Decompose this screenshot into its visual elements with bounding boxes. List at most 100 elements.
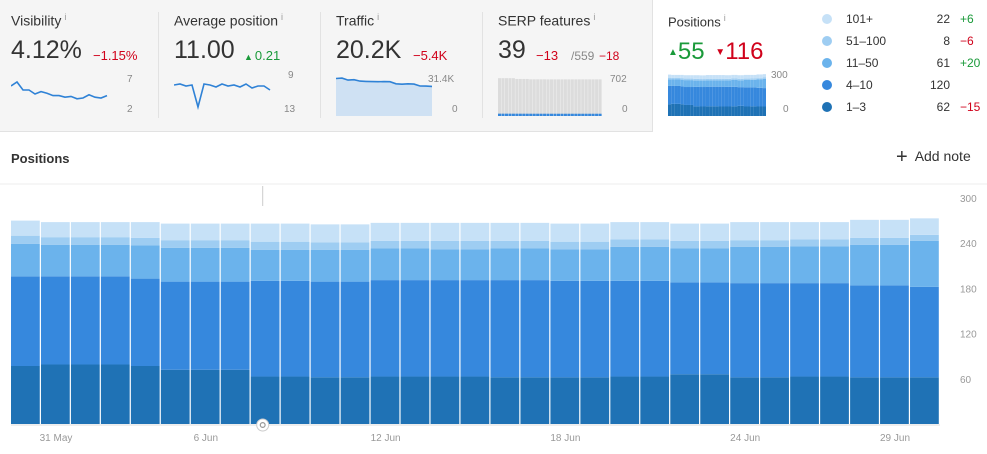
bar-segment[interactable] [280, 223, 310, 242]
bar-segment[interactable] [640, 239, 670, 247]
bar-segment[interactable] [820, 376, 849, 424]
info-icon[interactable]: i [64, 12, 67, 22]
bar-segment[interactable] [640, 280, 670, 377]
bar-segment[interactable] [340, 224, 370, 243]
info-icon[interactable]: i [377, 12, 380, 22]
bar-segment[interactable] [850, 244, 879, 286]
bar-segment[interactable] [40, 276, 70, 365]
metric-average-position[interactable]: Average position i 11.00 ▲ 0.21 9 13 [158, 0, 319, 131]
bar-segment[interactable] [190, 369, 220, 424]
bar-segment[interactable] [490, 240, 520, 249]
bar-segment[interactable] [370, 240, 400, 249]
bar-segment[interactable] [280, 241, 310, 250]
bar-segment[interactable] [160, 281, 190, 370]
bar-segment[interactable] [610, 222, 640, 240]
bar-segment[interactable] [880, 237, 909, 245]
bar-segment[interactable] [190, 281, 220, 370]
bar-segment[interactable] [430, 240, 460, 250]
bar-segment[interactable] [730, 246, 759, 284]
bar-segment[interactable] [490, 280, 520, 378]
bar-segment[interactable] [610, 239, 640, 247]
bar-segment[interactable] [40, 364, 70, 424]
bar-segment[interactable] [11, 243, 40, 277]
bar-segment[interactable] [670, 240, 700, 249]
bar-segment[interactable] [730, 377, 759, 424]
bar-segment[interactable] [730, 222, 759, 241]
bar-segment[interactable] [820, 239, 849, 247]
bar-segment[interactable] [280, 376, 310, 424]
bar-segment[interactable] [670, 248, 700, 283]
bar-segment[interactable] [730, 283, 759, 378]
bar-segment[interactable] [700, 282, 730, 375]
bar-segment[interactable] [460, 376, 490, 424]
bar-segment[interactable] [760, 240, 789, 247]
bar-segment[interactable] [730, 240, 759, 247]
bar-segment[interactable] [40, 237, 70, 245]
bar-segment[interactable] [580, 280, 610, 378]
bar-segment[interactable] [520, 240, 550, 249]
bar-segment[interactable] [850, 219, 879, 238]
bar-segment[interactable] [550, 280, 580, 378]
bar-segment[interactable] [70, 244, 100, 277]
legend-item-51-100[interactable]: 51–100 8 −6 [820, 32, 980, 54]
bar-segment[interactable] [910, 240, 939, 287]
bar-segment[interactable] [880, 377, 909, 424]
bar-segment[interactable] [220, 281, 250, 370]
bar-segment[interactable] [340, 377, 370, 424]
annotation-gear-icon[interactable] [256, 418, 270, 432]
bar-segment[interactable] [670, 374, 700, 424]
bar-segment[interactable] [400, 222, 430, 241]
bar-segment[interactable] [40, 222, 70, 238]
bar-segment[interactable] [220, 240, 250, 248]
bar-segment[interactable] [220, 223, 250, 241]
bar-segment[interactable] [340, 281, 370, 378]
bar-segment[interactable] [190, 223, 220, 241]
bar-segment[interactable] [250, 280, 280, 377]
bar-segment[interactable] [11, 235, 40, 244]
bar-segment[interactable] [790, 376, 819, 424]
bar-segment[interactable] [880, 285, 909, 378]
bar-segment[interactable] [130, 237, 160, 246]
bar-segment[interactable] [160, 240, 190, 248]
bar-segment[interactable] [910, 218, 939, 235]
bar-segment[interactable] [190, 240, 220, 248]
bar-segment[interactable] [250, 241, 280, 250]
bar-segment[interactable] [310, 377, 340, 424]
bar-segment[interactable] [11, 276, 40, 366]
bar-segment[interactable] [790, 246, 819, 284]
bar-segment[interactable] [460, 249, 490, 281]
bar-segment[interactable] [700, 223, 730, 241]
bar-segment[interactable] [130, 245, 160, 279]
bar-segment[interactable] [490, 377, 520, 424]
positions-stacked-bar-chart[interactable]: 300 240 180 120 60 31 May 6 Jun 12 Jun 18 Jun 24 … [0, 180, 987, 454]
bar-segment[interactable] [520, 377, 550, 424]
bar-segment[interactable] [250, 376, 280, 424]
bar-segment[interactable] [640, 246, 670, 281]
info-icon[interactable]: i [593, 12, 596, 22]
bar-segment[interactable] [550, 223, 580, 242]
bar-segment[interactable] [640, 376, 670, 424]
bar-segment[interactable] [520, 280, 550, 378]
bar-segment[interactable] [430, 280, 460, 377]
bar-segment[interactable] [370, 376, 400, 424]
bar-segment[interactable] [580, 377, 610, 424]
bar-segment[interactable] [700, 374, 730, 424]
add-note-button[interactable]: + Add note [896, 147, 971, 167]
bar-segment[interactable] [580, 249, 610, 281]
bar-segment[interactable] [700, 248, 730, 283]
bar-segment[interactable] [40, 244, 70, 277]
bar-segment[interactable] [760, 283, 789, 378]
bar-segment[interactable] [70, 237, 100, 245]
bar-segment[interactable] [610, 280, 640, 377]
bar-segment[interactable] [100, 222, 130, 238]
bar-segment[interactable] [640, 222, 670, 240]
bar-segment[interactable] [550, 249, 580, 281]
bar-segment[interactable] [550, 377, 580, 424]
bar-segment[interactable] [370, 280, 400, 377]
bar-segment[interactable] [340, 242, 370, 250]
bar-segment[interactable] [100, 237, 130, 245]
legend-item-4-10[interactable]: 4–10 120 [820, 76, 980, 98]
bar-segment[interactable] [310, 249, 340, 282]
bar-segment[interactable] [11, 220, 40, 236]
bar-segment[interactable] [550, 241, 580, 250]
